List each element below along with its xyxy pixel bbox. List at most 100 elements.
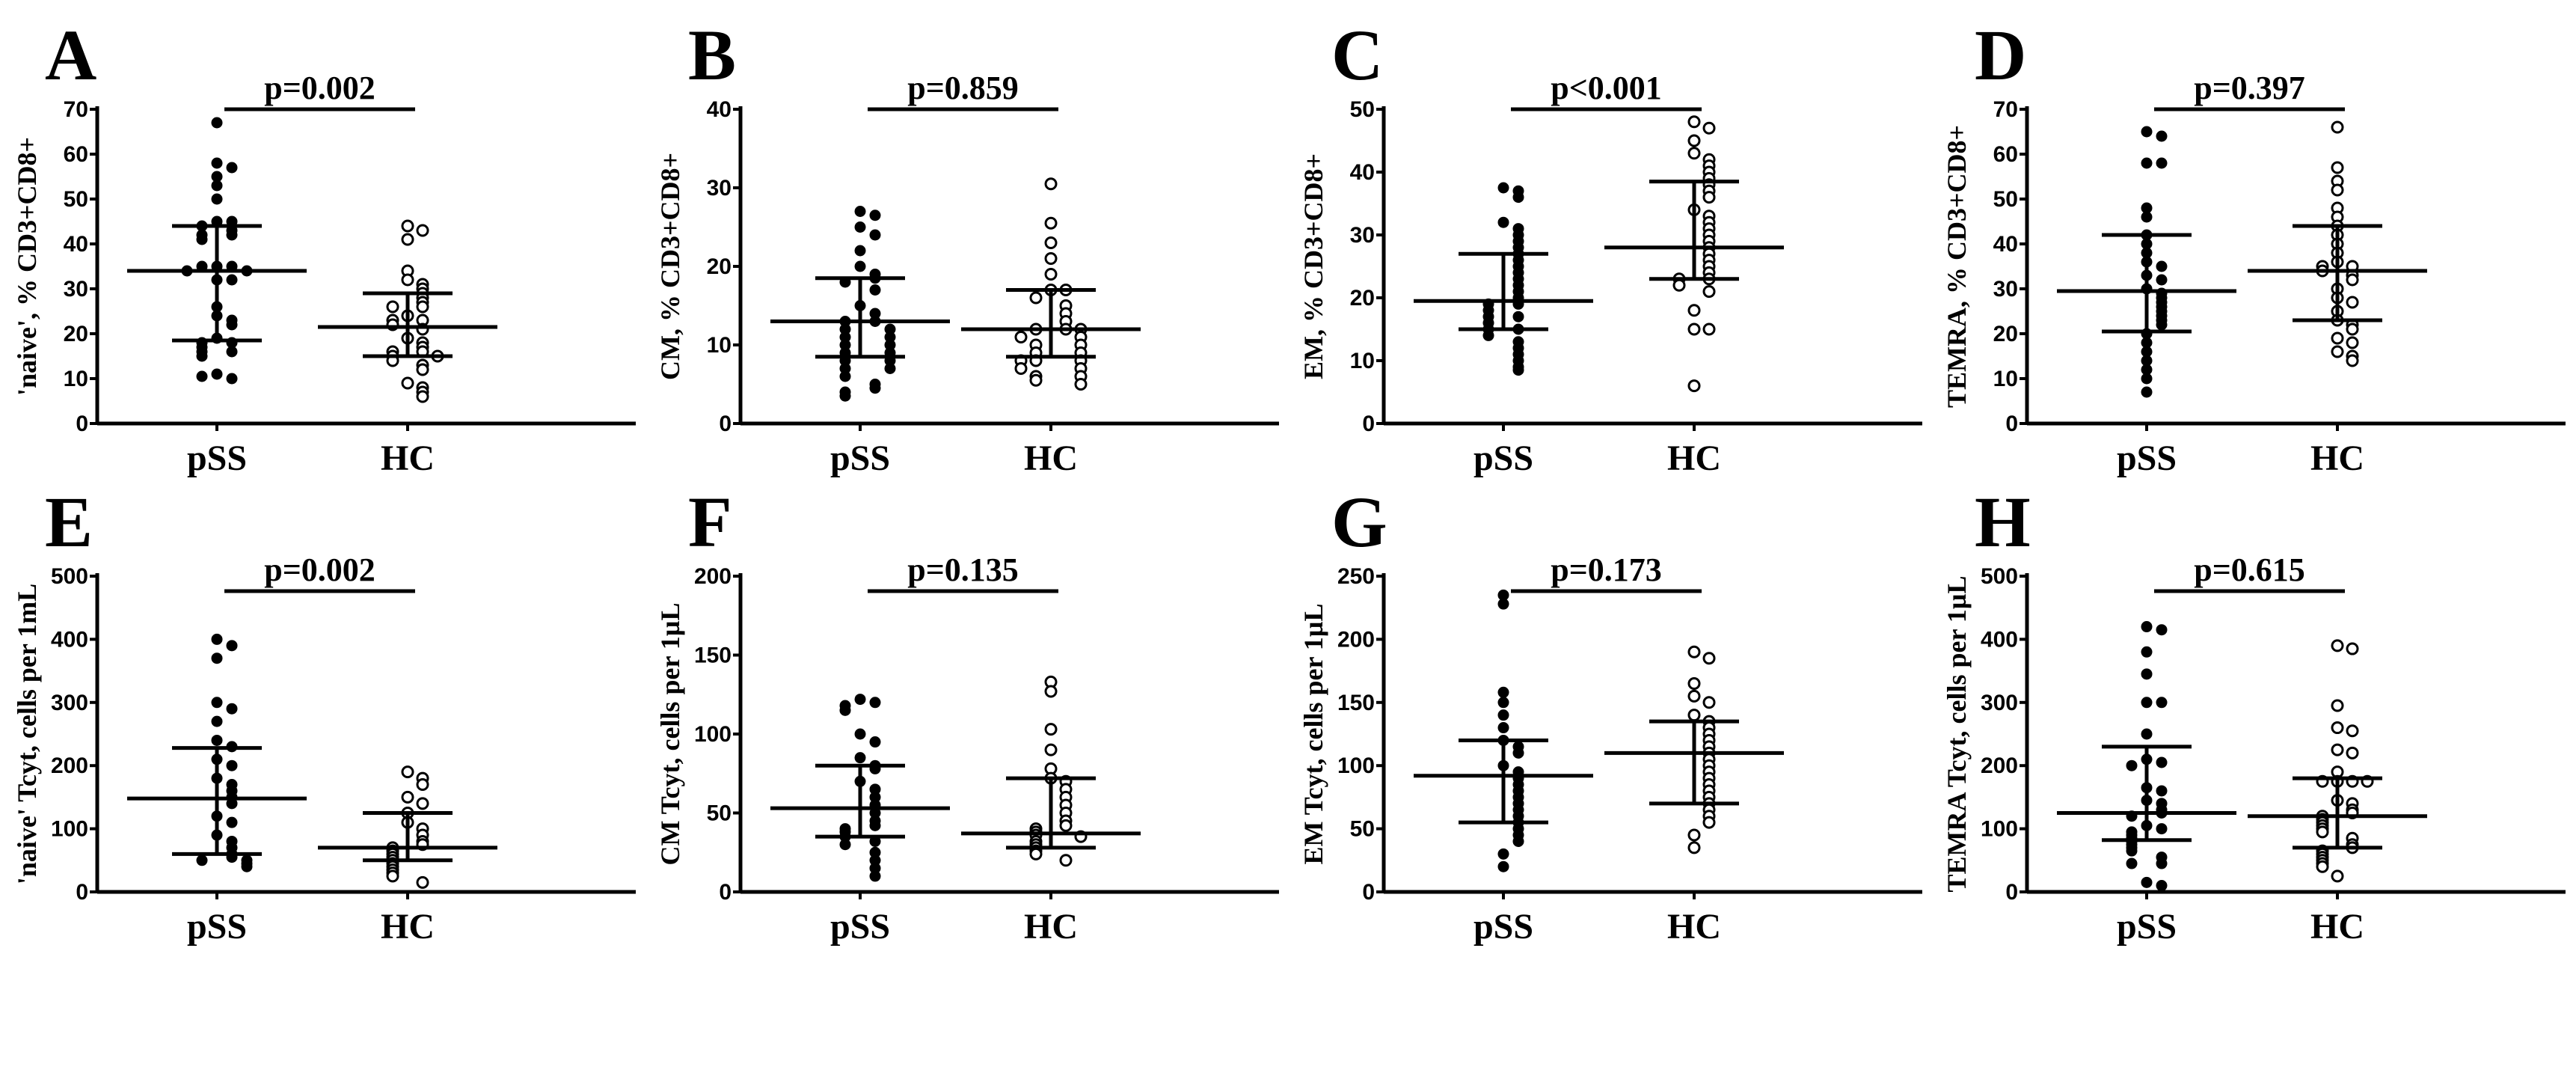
hc-data-point [401, 219, 414, 233]
y-tick-label: 40 [1350, 160, 1375, 185]
y-tick-label: 500 [1981, 564, 2018, 589]
hc-data-point [401, 790, 414, 804]
hc-data-point [416, 778, 429, 792]
y-tick-label: 0 [2005, 880, 2018, 905]
pss-data-point [226, 759, 238, 771]
pss-data-point [211, 117, 223, 129]
pss-data-point [854, 728, 866, 740]
hc-data-point [2346, 354, 2359, 367]
pss-data-point [1497, 598, 1509, 610]
pss-data-point [869, 697, 881, 709]
pss-data-point [869, 736, 881, 748]
hc-data-point [1687, 709, 1701, 722]
hc-data-point [416, 875, 429, 889]
y-tick-label: 50 [1350, 817, 1375, 842]
pss-data-point [196, 854, 208, 866]
y-tick-label: 10 [1993, 367, 2018, 391]
y-tick-label: 200 [694, 564, 732, 589]
y-tick-label: 0 [1362, 880, 1375, 905]
x-tick-label: pSS [2117, 907, 2177, 947]
hc-data-point [1029, 847, 1043, 860]
hc-data-point [1702, 816, 1716, 829]
y-tick-label: 20 [64, 322, 88, 346]
pss-data-point [869, 210, 881, 221]
hc-data-point [1044, 723, 1058, 736]
panel-letter: E [45, 482, 93, 562]
hc-data-point [2346, 322, 2359, 336]
pss-data-point [2141, 373, 2153, 385]
pss-data-point [2141, 646, 2153, 658]
pss-data-point [2141, 697, 2153, 709]
hc-data-point [2346, 336, 2359, 349]
hc-data-point [1702, 191, 1716, 204]
pss-data-point [226, 162, 238, 174]
x-tick-label: pSS [1473, 907, 1533, 947]
pss-data-point [1497, 182, 1509, 194]
pss-data-point [2156, 319, 2168, 331]
pss-data-point [2156, 857, 2168, 869]
panel-letter: F [688, 482, 732, 562]
y-axis-label: TEMRA, % CD3+CD8+ [1942, 125, 1972, 408]
hc-data-point [2331, 639, 2344, 652]
hc-data-point [1702, 322, 1716, 336]
hc-data-point [1687, 134, 1701, 147]
hc-data-point [1074, 378, 1088, 391]
hc-data-point [1687, 645, 1701, 658]
x-tick-label: pSS [1473, 438, 1533, 478]
hc-data-point [1702, 696, 1716, 709]
pss-data-point [1497, 722, 1509, 734]
hc-data-point [1687, 115, 1701, 129]
y-tick-label: 30 [1350, 223, 1375, 248]
hc-data-point [386, 869, 399, 883]
hc-data-point [1687, 322, 1701, 336]
y-tick-label: 200 [1981, 753, 2018, 778]
y-tick-label: 10 [64, 367, 88, 391]
y-tick-label: 50 [707, 801, 732, 826]
x-tick-label: HC [2310, 907, 2364, 947]
hc-data-point [401, 273, 414, 287]
pss-data-point [226, 703, 238, 715]
y-tick-label: 20 [1350, 286, 1375, 311]
pss-data-point [854, 260, 866, 272]
hc-data-point [1044, 743, 1058, 756]
y-tick-label: 250 [1337, 564, 1375, 589]
x-tick-label: HC [1024, 438, 1078, 478]
pss-data-point [2156, 697, 2168, 709]
y-tick-label: 40 [1993, 232, 2018, 257]
hc-data-point [2346, 724, 2359, 738]
panel-H: H 0 100 200 300 400 500 TEMRA Tcyt, cells per 1… [1942, 482, 2566, 947]
pss-data-point [1512, 835, 1524, 847]
y-tick-label: 300 [51, 691, 88, 715]
y-tick-label: 400 [1981, 627, 2018, 652]
pss-data-point [1497, 686, 1509, 698]
hc-data-point [1687, 379, 1701, 393]
p-value-label: p=0.615 [2194, 551, 2305, 588]
pss-data-point [839, 839, 851, 851]
hc-data-point [1687, 676, 1701, 690]
y-tick-label: 10 [1350, 349, 1375, 373]
pss-data-point [2156, 880, 2168, 892]
hc-data-point [416, 300, 429, 314]
panel-D: D 0 10 20 30 40 50 60 70 TEMRA, % CD3+CD8+ pSS HC p=… [1942, 15, 2566, 478]
x-tick-label: HC [1024, 907, 1078, 947]
hc-data-point [1059, 819, 1073, 832]
y-tick-label: 300 [1981, 691, 2018, 715]
hc-data-point [2331, 721, 2344, 735]
pss-data-point [2156, 785, 2168, 797]
x-tick-label: pSS [2117, 438, 2177, 478]
pss-data-point [839, 704, 851, 716]
hc-data-point [2331, 699, 2344, 712]
hc-data-point [2331, 743, 2344, 756]
y-tick-label: 30 [707, 176, 732, 201]
y-tick-label: 70 [1993, 97, 2018, 122]
hc-data-point [416, 363, 429, 376]
pss-data-point [854, 752, 866, 764]
hc-data-point [1687, 147, 1701, 160]
y-tick-label: 20 [707, 254, 732, 279]
pss-data-point [1497, 848, 1509, 860]
pss-data-point [884, 363, 896, 374]
panel-letter: H [1975, 482, 2031, 562]
pss-data-point [211, 652, 223, 664]
hc-data-point [1044, 177, 1058, 191]
pss-data-point [854, 245, 866, 257]
